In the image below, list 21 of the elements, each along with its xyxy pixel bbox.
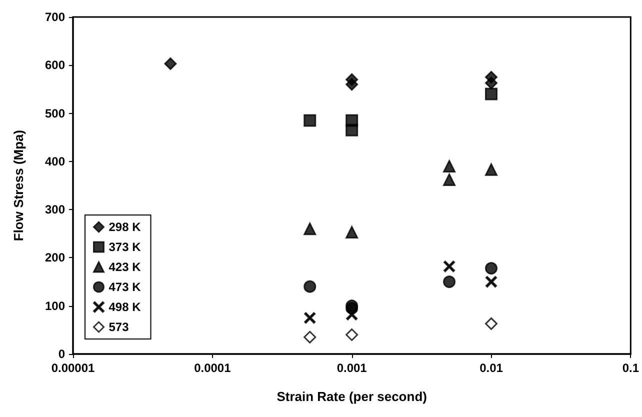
y-tick-label: 300 bbox=[44, 202, 66, 217]
y-tick-label: 600 bbox=[44, 58, 66, 72]
x-tick-label: 0.01 bbox=[480, 361, 504, 375]
x-axis-title: Strain Rate (per second) bbox=[276, 389, 427, 404]
x-tick-label: 0.001 bbox=[336, 361, 368, 375]
legend-label: 373 K bbox=[108, 240, 142, 254]
legend-label: 573 bbox=[108, 320, 130, 334]
legend-label: 498 K bbox=[108, 300, 142, 314]
legend-label: 423 K bbox=[108, 260, 142, 274]
y-tick-label: 700 bbox=[44, 10, 66, 24]
legend-label: 473 K bbox=[108, 280, 142, 294]
x-tick-label: 0.1 bbox=[622, 361, 640, 375]
x-tick-label: 0.0001 bbox=[194, 361, 232, 375]
x-tick-label: 0.00001 bbox=[51, 361, 96, 375]
y-tick-label: 0 bbox=[58, 347, 66, 361]
y-tick-label: 100 bbox=[44, 298, 66, 313]
legend-label: 298 K bbox=[108, 220, 142, 234]
y-tick-label: 500 bbox=[44, 106, 66, 120]
y-tick-label: 400 bbox=[44, 154, 66, 168]
y-tick-label: 200 bbox=[44, 250, 66, 265]
y-axis-title: Flow Stress (Mpa) bbox=[11, 130, 26, 242]
